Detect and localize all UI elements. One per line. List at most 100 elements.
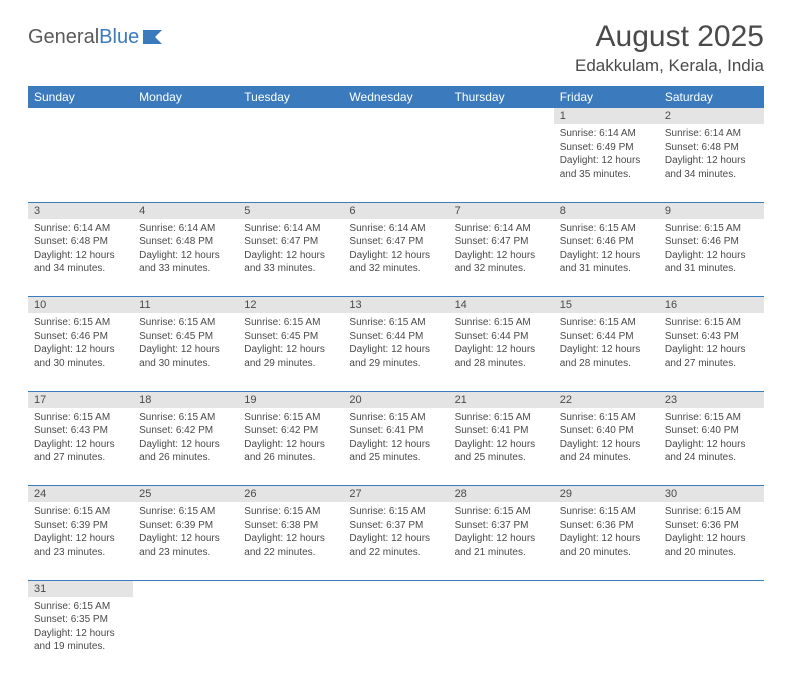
day-info: Sunrise: 6:14 AMSunset: 6:48 PMDaylight:… [28,219,133,280]
logo: GeneralBlue [28,20,166,49]
daynum-cell: 11 [133,297,238,314]
day-info: Sunrise: 6:15 AMSunset: 6:44 PMDaylight:… [449,313,554,374]
day-info: Sunrise: 6:15 AMSunset: 6:37 PMDaylight:… [449,502,554,563]
daynum-cell: 3 [28,202,133,219]
day-info: Sunrise: 6:15 AMSunset: 6:43 PMDaylight:… [659,313,764,374]
title-block: August 2025 Edakkulam, Kerala, India [575,20,764,76]
info-row: Sunrise: 6:14 AMSunset: 6:48 PMDaylight:… [28,219,764,297]
day-info: Sunrise: 6:15 AMSunset: 6:41 PMDaylight:… [449,408,554,469]
day-cell: Sunrise: 6:15 AMSunset: 6:37 PMDaylight:… [449,502,554,580]
day-info: Sunrise: 6:14 AMSunset: 6:49 PMDaylight:… [554,124,659,185]
day-cell [554,597,659,675]
day-info: Sunrise: 6:15 AMSunset: 6:46 PMDaylight:… [28,313,133,374]
day-info: Sunrise: 6:15 AMSunset: 6:40 PMDaylight:… [554,408,659,469]
day-cell [133,124,238,202]
day-info: Sunrise: 6:15 AMSunset: 6:41 PMDaylight:… [343,408,448,469]
daynum-cell: 1 [554,108,659,124]
dayname-header: Sunday [28,86,133,108]
info-row: Sunrise: 6:15 AMSunset: 6:46 PMDaylight:… [28,313,764,391]
daynum-cell: 6 [343,202,448,219]
logo-text-general: General [28,26,99,49]
daynum-cell: 4 [133,202,238,219]
day-cell [343,124,448,202]
dayname-header: Monday [133,86,238,108]
day-cell: Sunrise: 6:15 AMSunset: 6:46 PMDaylight:… [554,219,659,297]
daynum-cell: 7 [449,202,554,219]
dayname-header: Wednesday [343,86,448,108]
daynum-cell [238,580,343,597]
day-cell: Sunrise: 6:15 AMSunset: 6:41 PMDaylight:… [343,408,448,486]
day-info: Sunrise: 6:15 AMSunset: 6:36 PMDaylight:… [659,502,764,563]
day-cell: Sunrise: 6:14 AMSunset: 6:48 PMDaylight:… [133,219,238,297]
day-info: Sunrise: 6:15 AMSunset: 6:46 PMDaylight:… [554,219,659,280]
day-cell: Sunrise: 6:15 AMSunset: 6:46 PMDaylight:… [659,219,764,297]
day-cell: Sunrise: 6:15 AMSunset: 6:43 PMDaylight:… [659,313,764,391]
daynum-row: 10111213141516 [28,297,764,314]
day-cell: Sunrise: 6:15 AMSunset: 6:45 PMDaylight:… [133,313,238,391]
daynum-cell: 12 [238,297,343,314]
day-info: Sunrise: 6:14 AMSunset: 6:47 PMDaylight:… [449,219,554,280]
day-info: Sunrise: 6:14 AMSunset: 6:48 PMDaylight:… [659,124,764,185]
daynum-cell: 29 [554,486,659,503]
daynum-row: 3456789 [28,202,764,219]
day-info: Sunrise: 6:15 AMSunset: 6:46 PMDaylight:… [659,219,764,280]
daynum-cell: 22 [554,391,659,408]
daynum-row: 12 [28,108,764,124]
day-cell [238,124,343,202]
daynum-cell [28,108,133,124]
day-cell [343,597,448,675]
day-cell [449,597,554,675]
daynum-cell: 28 [449,486,554,503]
daynum-cell: 8 [554,202,659,219]
info-row: Sunrise: 6:15 AMSunset: 6:39 PMDaylight:… [28,502,764,580]
daynum-cell: 10 [28,297,133,314]
day-cell: Sunrise: 6:15 AMSunset: 6:42 PMDaylight:… [238,408,343,486]
info-row: Sunrise: 6:15 AMSunset: 6:35 PMDaylight:… [28,597,764,675]
daynum-cell: 26 [238,486,343,503]
day-info: Sunrise: 6:15 AMSunset: 6:43 PMDaylight:… [28,408,133,469]
daynum-cell: 5 [238,202,343,219]
day-cell: Sunrise: 6:14 AMSunset: 6:49 PMDaylight:… [554,124,659,202]
day-cell [449,124,554,202]
daynum-cell [659,580,764,597]
day-cell: Sunrise: 6:14 AMSunset: 6:48 PMDaylight:… [28,219,133,297]
daynum-cell: 25 [133,486,238,503]
daynum-cell: 16 [659,297,764,314]
daynum-row: 17181920212223 [28,391,764,408]
daynum-cell: 13 [343,297,448,314]
daynum-cell: 30 [659,486,764,503]
day-info: Sunrise: 6:14 AMSunset: 6:47 PMDaylight:… [238,219,343,280]
day-cell [238,597,343,675]
day-info: Sunrise: 6:15 AMSunset: 6:42 PMDaylight:… [238,408,343,469]
logo-flag-icon [142,29,166,47]
day-cell: Sunrise: 6:14 AMSunset: 6:47 PMDaylight:… [449,219,554,297]
day-info: Sunrise: 6:15 AMSunset: 6:45 PMDaylight:… [133,313,238,374]
daynum-cell [133,580,238,597]
day-cell: Sunrise: 6:15 AMSunset: 6:41 PMDaylight:… [449,408,554,486]
daynum-cell: 18 [133,391,238,408]
daynum-cell: 15 [554,297,659,314]
day-cell: Sunrise: 6:15 AMSunset: 6:36 PMDaylight:… [554,502,659,580]
dayname-row: SundayMondayTuesdayWednesdayThursdayFrid… [28,86,764,108]
day-info: Sunrise: 6:15 AMSunset: 6:35 PMDaylight:… [28,597,133,658]
day-info: Sunrise: 6:15 AMSunset: 6:37 PMDaylight:… [343,502,448,563]
dayname-header: Thursday [449,86,554,108]
day-cell [659,597,764,675]
info-row: Sunrise: 6:15 AMSunset: 6:43 PMDaylight:… [28,408,764,486]
daynum-cell: 21 [449,391,554,408]
day-cell [28,124,133,202]
day-info: Sunrise: 6:15 AMSunset: 6:36 PMDaylight:… [554,502,659,563]
day-cell: Sunrise: 6:15 AMSunset: 6:36 PMDaylight:… [659,502,764,580]
daynum-cell: 20 [343,391,448,408]
day-cell: Sunrise: 6:14 AMSunset: 6:47 PMDaylight:… [343,219,448,297]
daynum-cell: 31 [28,580,133,597]
day-info: Sunrise: 6:15 AMSunset: 6:42 PMDaylight:… [133,408,238,469]
info-row: Sunrise: 6:14 AMSunset: 6:49 PMDaylight:… [28,124,764,202]
day-info: Sunrise: 6:15 AMSunset: 6:38 PMDaylight:… [238,502,343,563]
day-cell: Sunrise: 6:14 AMSunset: 6:48 PMDaylight:… [659,124,764,202]
day-cell: Sunrise: 6:14 AMSunset: 6:47 PMDaylight:… [238,219,343,297]
dayname-header: Tuesday [238,86,343,108]
daynum-cell: 23 [659,391,764,408]
day-info: Sunrise: 6:15 AMSunset: 6:40 PMDaylight:… [659,408,764,469]
day-cell: Sunrise: 6:15 AMSunset: 6:40 PMDaylight:… [554,408,659,486]
